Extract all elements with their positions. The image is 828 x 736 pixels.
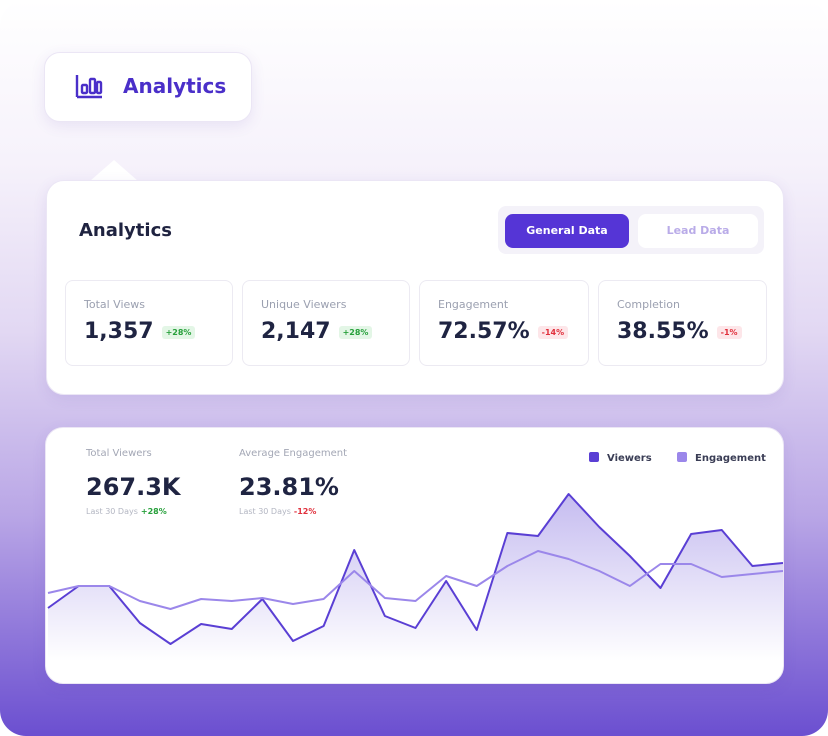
legend-swatch: [589, 452, 599, 462]
panel-title: Analytics: [79, 220, 172, 241]
legend-label: Engagement: [695, 453, 766, 464]
summary-period: Last 30 Days: [86, 507, 138, 516]
line: [47, 550, 783, 610]
stat-number: 38.55%: [617, 319, 709, 344]
stat-label: Engagement: [438, 298, 509, 311]
summary-sub: Last 30 Days +28%: [86, 507, 181, 516]
line: [47, 493, 783, 645]
area: [48, 494, 783, 661]
legend-label: Viewers: [607, 453, 652, 464]
chart: Viewers Engagement: [47, 452, 783, 661]
stat-value: 1,357 +28%: [84, 319, 196, 344]
stat-value: 72.57% -14%: [438, 319, 569, 344]
summary-sub: Last 30 Days -12%: [239, 507, 347, 516]
tab[interactable]: Lead Data: [638, 214, 758, 248]
caret: [90, 160, 138, 181]
stat-change: +28%: [161, 325, 196, 339]
summary-label: Total Viewers: [86, 448, 152, 459]
summary: Total Viewers 267.3K Last 30 Days +28%: [86, 448, 181, 516]
chart-panel: Viewers Engagement Total Viewers 267.3K Las…: [45, 427, 784, 684]
stats-panel: Analytics General Data Lead Data Total V…: [46, 180, 784, 395]
summary-value: 23.81%: [239, 473, 339, 501]
stat-card: Completion 38.55% -1%: [598, 280, 767, 366]
stat-value: 38.55% -1%: [617, 319, 742, 344]
stat-label: Completion: [617, 298, 681, 311]
stat-change: +28%: [338, 325, 373, 339]
stat-change: -14%: [537, 325, 569, 339]
summary: Average Engagement 23.81% Last 30 Days -12%: [239, 448, 347, 516]
stat-number: 72.57%: [438, 319, 530, 344]
summary-change: -12%: [293, 507, 317, 516]
summary-label: Average Engagement: [239, 448, 348, 459]
tab-group: General Data Lead Data: [498, 206, 764, 254]
analytics-icon: [75, 75, 103, 99]
stat-card: Total Views 1,357 +28%: [65, 280, 233, 366]
stat-number: 1,357: [84, 319, 154, 344]
stat-change: -1%: [716, 325, 742, 339]
legend-swatch: [677, 452, 687, 462]
summary-change: +28%: [140, 507, 167, 516]
tab[interactable]: General Data: [505, 214, 629, 248]
header-badge: Analytics: [44, 52, 252, 122]
header-title: Analytics: [123, 74, 227, 98]
stat-label: Unique Viewers: [261, 298, 347, 311]
stat-number: 2,147: [261, 319, 331, 344]
stat-card: Unique Viewers 2,147 +28%: [242, 280, 410, 366]
stat-card: Engagement 72.57% -14%: [419, 280, 589, 366]
stat-value: 2,147 +28%: [261, 319, 373, 344]
stat-label: Total Views: [84, 298, 146, 311]
summary-value: 267.3K: [86, 473, 181, 501]
summary-period: Last 30 Days: [239, 507, 291, 516]
